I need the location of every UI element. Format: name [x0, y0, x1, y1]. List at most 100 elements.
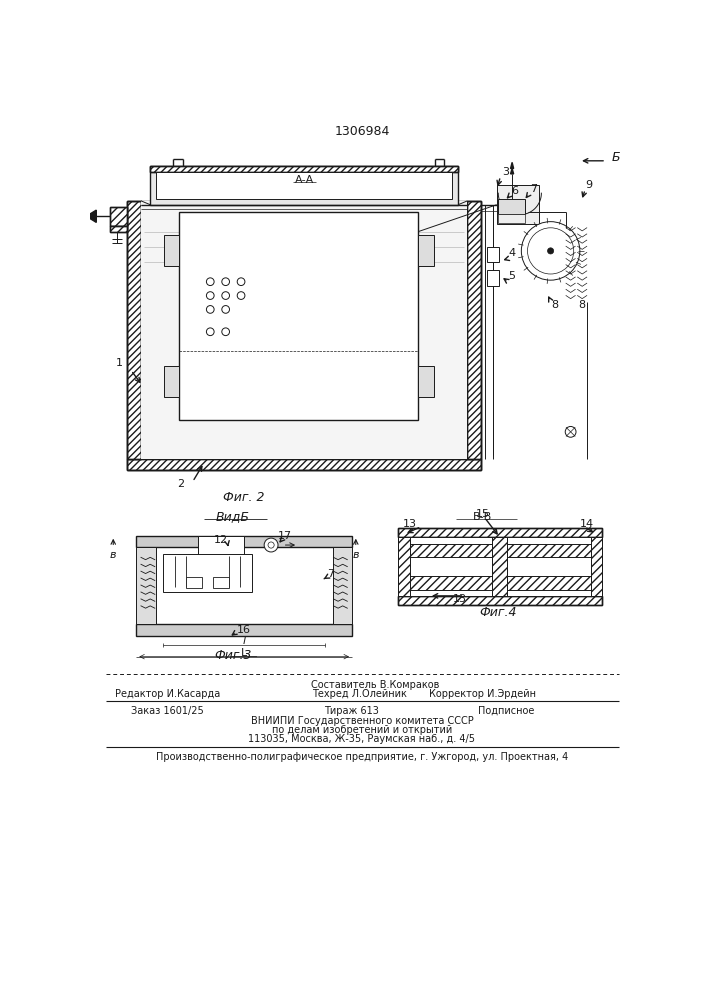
Text: 6: 6	[511, 186, 518, 196]
Bar	[141, 201, 467, 459]
Bar	[398, 528, 602, 537]
Bar	[164, 235, 180, 266]
Text: 9: 9	[585, 180, 592, 190]
Circle shape	[565, 426, 576, 437]
Bar	[418, 366, 433, 397]
Text: ВНИИПИ Государственного комитета СССР: ВНИИПИ Государственного комитета СССР	[250, 716, 473, 726]
Text: в: в	[353, 550, 359, 560]
Bar	[163, 554, 252, 592]
Text: Б: Б	[612, 151, 620, 164]
Bar	[590, 537, 602, 596]
Text: Фиг.3: Фиг.3	[214, 649, 252, 662]
Bar	[333, 547, 352, 624]
Text: 13: 13	[452, 594, 467, 604]
Bar	[467, 201, 481, 459]
Bar	[409, 576, 492, 590]
Bar	[110, 207, 127, 226]
Polygon shape	[86, 210, 96, 222]
Bar	[187, 577, 201, 588]
Text: 3: 3	[503, 167, 510, 177]
Text: 15: 15	[476, 509, 490, 519]
Bar	[127, 201, 141, 459]
Bar	[467, 201, 481, 459]
Circle shape	[521, 222, 580, 280]
Bar	[150, 166, 458, 205]
Circle shape	[222, 328, 230, 336]
Bar	[486, 247, 499, 262]
Bar	[409, 544, 492, 557]
Text: 17: 17	[278, 531, 292, 541]
Text: 1306984: 1306984	[334, 125, 390, 138]
Bar	[590, 537, 602, 596]
Bar	[127, 201, 141, 459]
Circle shape	[206, 306, 214, 313]
Text: Производственно-полиграфическое предприятие, г. Ужгород, ул. Проектная, 4: Производственно-полиграфическое предприя…	[156, 752, 568, 762]
Bar	[136, 547, 156, 624]
Text: В-В: В-В	[473, 512, 493, 522]
Circle shape	[268, 542, 274, 548]
Text: Редактор И.Касарда: Редактор И.Касарда	[115, 689, 220, 699]
Text: 2: 2	[177, 479, 185, 489]
Circle shape	[527, 228, 573, 274]
Circle shape	[206, 278, 214, 286]
Bar	[409, 537, 590, 596]
Text: l: l	[243, 636, 246, 646]
Bar	[508, 544, 590, 557]
Text: Техред Л.Олейник: Техред Л.Олейник	[312, 689, 407, 699]
Text: 4: 4	[508, 248, 515, 258]
Bar	[498, 199, 525, 214]
Text: по делам изобретений и открытий: по делам изобретений и открытий	[271, 725, 452, 735]
Text: 8: 8	[551, 300, 558, 310]
Circle shape	[238, 292, 245, 299]
Bar	[398, 596, 602, 605]
Circle shape	[238, 278, 245, 286]
Text: L: L	[241, 648, 247, 658]
Bar	[136, 536, 352, 547]
Bar	[498, 214, 525, 223]
Bar	[156, 172, 452, 199]
Text: 14: 14	[580, 519, 594, 529]
Text: 1: 1	[116, 358, 123, 368]
Bar	[110, 226, 127, 232]
Text: Фиг.4: Фиг.4	[479, 606, 517, 619]
Text: Тираж 613: Тираж 613	[325, 706, 380, 716]
Text: 5: 5	[508, 271, 515, 281]
Bar	[486, 270, 499, 286]
Circle shape	[264, 538, 278, 552]
Bar	[180, 212, 418, 420]
Bar	[198, 536, 244, 559]
Bar	[492, 537, 508, 596]
Bar	[398, 596, 602, 605]
Text: Фиг. 2: Фиг. 2	[223, 491, 265, 504]
Text: Заказ 1601/25: Заказ 1601/25	[131, 706, 204, 716]
Text: 8: 8	[578, 300, 585, 310]
Bar	[398, 537, 409, 596]
Bar	[409, 576, 492, 590]
Circle shape	[547, 248, 554, 254]
Bar	[492, 537, 508, 596]
Text: 7: 7	[327, 569, 334, 579]
Bar	[110, 226, 127, 232]
Circle shape	[206, 328, 214, 336]
Text: 13: 13	[403, 519, 416, 529]
Bar	[409, 544, 492, 557]
Text: Составитель В.Комраков: Составитель В.Комраков	[311, 680, 439, 690]
Text: 7: 7	[530, 184, 537, 194]
Bar	[127, 459, 481, 470]
Bar	[164, 366, 180, 397]
Bar	[508, 544, 590, 557]
Polygon shape	[510, 162, 514, 169]
Text: в: в	[110, 550, 117, 560]
Bar	[127, 459, 481, 470]
Bar	[150, 166, 458, 172]
Text: 16: 16	[237, 625, 251, 635]
Text: 113035, Москва, Ж-35, Раумская наб., д. 4/5: 113035, Москва, Ж-35, Раумская наб., д. …	[248, 734, 475, 744]
Bar	[110, 207, 127, 226]
Text: ВидБ: ВидБ	[216, 510, 250, 523]
Polygon shape	[510, 169, 514, 174]
Circle shape	[222, 278, 230, 286]
Circle shape	[222, 306, 230, 313]
Bar	[398, 537, 409, 596]
Bar	[508, 576, 590, 590]
Text: Корректор И.Эрдейн: Корректор И.Эрдейн	[429, 689, 537, 699]
